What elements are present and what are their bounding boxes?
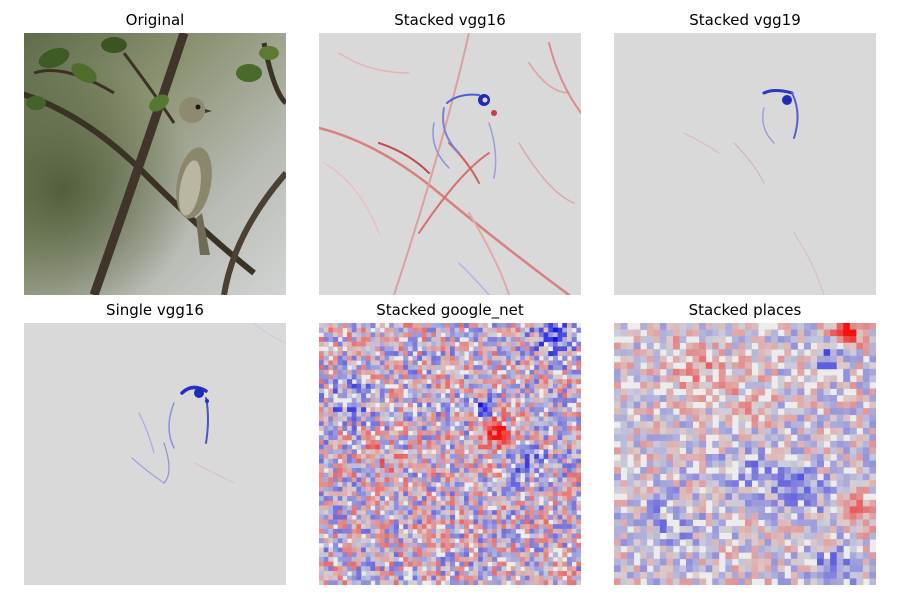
heatmap-stacked-google-net: [319, 323, 581, 585]
saliency-map-noisy-fine: [319, 323, 581, 585]
saliency-map-blocky: [614, 323, 876, 585]
panel-title: Stacked google_net: [376, 301, 524, 319]
panel-title: Single vgg16: [106, 301, 204, 319]
saliency-map-faint: [614, 33, 876, 295]
bird-photo-illustration: [24, 33, 286, 295]
heatmap-single-vgg16: [24, 323, 286, 585]
original-photo: [24, 33, 286, 295]
heatmap-stacked-places: [614, 323, 876, 585]
heatmap-stacked-vgg19: [614, 33, 876, 295]
saliency-map-edges: [319, 33, 581, 295]
panel-title: Stacked vgg19: [689, 11, 801, 29]
saliency-map-bird-head: [24, 323, 286, 585]
panel-title: Original: [125, 11, 185, 29]
panel-title: Stacked vgg16: [394, 11, 506, 29]
panel-title: Stacked places: [688, 301, 802, 319]
heatmap-stacked-vgg16: [319, 33, 581, 295]
